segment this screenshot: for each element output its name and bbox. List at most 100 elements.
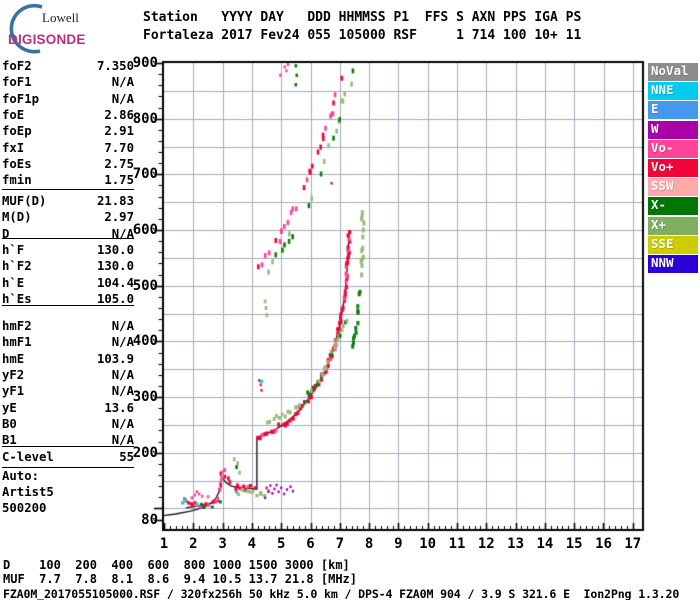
legend-item-nne: NNE [648,82,698,101]
param-label: h`F2 [2,259,32,274]
param-label: hmE [2,351,25,366]
y-tick-label: 300 [132,389,158,406]
param-value: 2.75 [104,157,134,172]
autoscaling-info: Auto: Artist5 500200 [2,468,134,517]
x-tick-label: 12 [477,536,495,552]
param-label: B0 [2,417,17,432]
x-tick-label: 7 [335,536,345,552]
digisonde-logo: Lowell DIGISONDE [2,2,122,56]
param-value: 21.83 [96,194,134,208]
param-group-muf: MUF(D) 21.83 M(D) 2.97 D N/A [2,189,134,242]
y-tick-label: 600 [132,222,158,239]
logo-digisonde-text: DIGISONDE [8,32,86,47]
legend-item-x: X- [648,197,698,216]
param-label: h`Es [2,292,32,307]
param-row: C-level 55 [2,449,134,465]
param-label: D [2,226,10,241]
param-row: hmF1 N/A [2,334,134,350]
x-tick-label: 6 [306,536,315,552]
param-label: foE [2,108,25,123]
logo-arc-icon [9,3,43,54]
legend-item-x: X+ [648,216,698,235]
auto-line: Auto: [2,469,40,483]
param-group-frequencies: foF2 7.350 foF1 N/A foF1p N/A foE 2.86 foEp 2.91 f… [2,58,134,189]
param-row: h`Es 105.0 [2,291,134,307]
param-value: N/A [111,226,134,241]
file-info-footer: FZA0M_2017055105000.RSF / 320fx256h 50 k… [3,587,680,600]
param-label: C-level [2,450,54,464]
param-row: yF2 N/A [2,367,134,383]
param-value: 7.70 [104,140,134,155]
param-row: fxI 7.70 [2,140,134,156]
y-tick-label: 800 [132,110,158,127]
x-tick-label: 8 [364,536,374,552]
param-row: B1 N/A [2,432,134,448]
y-tick-label: 400 [132,333,158,350]
x-tick-label: 4 [247,536,257,552]
legend-item-vo: Vo- [648,139,698,158]
param-label: hmF2 [2,319,32,333]
y-tick-label: 80 [141,511,158,528]
param-group-confidence: C-level 55 [2,446,134,469]
param-row: hmF2 N/A [2,318,134,334]
param-value: 55 [119,450,134,464]
legend-item-noval: NoVal [648,63,698,81]
legend-item-w: W [648,120,698,139]
auto-line: Artist5 [2,485,54,500]
param-value: 130.0 [96,243,134,257]
x-tick-label: 16 [595,536,612,552]
param-row: foF1p N/A [2,91,134,107]
param-value: 2.97 [104,210,134,225]
legend-item-nnw: NNW [648,254,698,273]
x-tick-label: 10 [419,536,437,552]
logo-lowell-text: Lowell [42,10,79,25]
param-row: fmin 1.75 [2,172,134,188]
param-row: MUF(D) 21.83 [2,193,134,209]
legend-item-ssw: SSW [648,178,698,197]
param-label: foF1p [2,91,40,106]
muf-row: MUF 7.7 7.8 8.1 8.6 9.4 10.5 13.7 21.8 [… [3,572,358,586]
param-label: foEs [2,157,32,172]
param-value: N/A [111,384,134,399]
y-tick-label: 500 [132,277,158,294]
param-label: h`F [2,243,25,257]
param-label: yF1 [2,384,25,399]
auto-line: 500200 [2,501,47,516]
param-row: M(D) 2.97 [2,209,134,225]
param-row: h`F2 130.0 [2,258,134,274]
param-label: B1 [2,433,17,448]
header-values-line: Fortaleza 2017 Fev24 055 105000 RSF 1 71… [143,28,582,43]
legend-item-vo: Vo+ [648,158,698,177]
param-label: fmin [2,173,32,188]
param-label: fxI [2,140,25,155]
legend-item-sse: SSE [648,235,698,254]
x-tick-label: 13 [507,536,525,552]
param-value: 105.0 [96,292,134,307]
param-row: foEs 2.75 [2,156,134,172]
param-value: N/A [111,75,134,90]
x-tick-label: 14 [536,536,554,552]
param-value: N/A [111,417,134,432]
param-row: foE 2.86 [2,107,134,123]
param-group-profile: hmF2 N/A hmF1 N/A hmE 103.9 yF2 N/A yF1 N/A yE 13.6… [2,305,134,449]
legend: NoVal NNE E W Vo- Vo+ SSW X- X+ SSE NNW [648,63,698,274]
param-value: 2.91 [104,124,134,139]
param-value: 104.4 [96,275,134,290]
param-value: 13.6 [104,400,134,415]
station-header: Station YYYY DAY DDD HHMMSS P1 FFS S AXN… [143,9,581,45]
param-value: 1.75 [104,173,134,188]
param-row: hmE 103.9 [2,351,134,367]
param-row: D N/A [2,226,134,242]
param-row: foF2 7.350 [2,58,134,74]
param-value: 7.350 [96,59,134,73]
param-value: N/A [111,368,134,383]
x-tick-label: 2 [189,536,198,552]
param-value: N/A [111,433,134,448]
param-label: MUF(D) [2,194,47,208]
param-group-virtual-heights: h`F 130.0 h`F2 130.0 h`E 104.4 h`Es 105.0 [2,238,134,307]
header-columns-line: Station YYYY DAY DDD HHMMSS P1 FFS S AXN… [143,10,582,25]
x-tick-label: 5 [276,536,286,552]
param-row: yF1 N/A [2,383,134,399]
